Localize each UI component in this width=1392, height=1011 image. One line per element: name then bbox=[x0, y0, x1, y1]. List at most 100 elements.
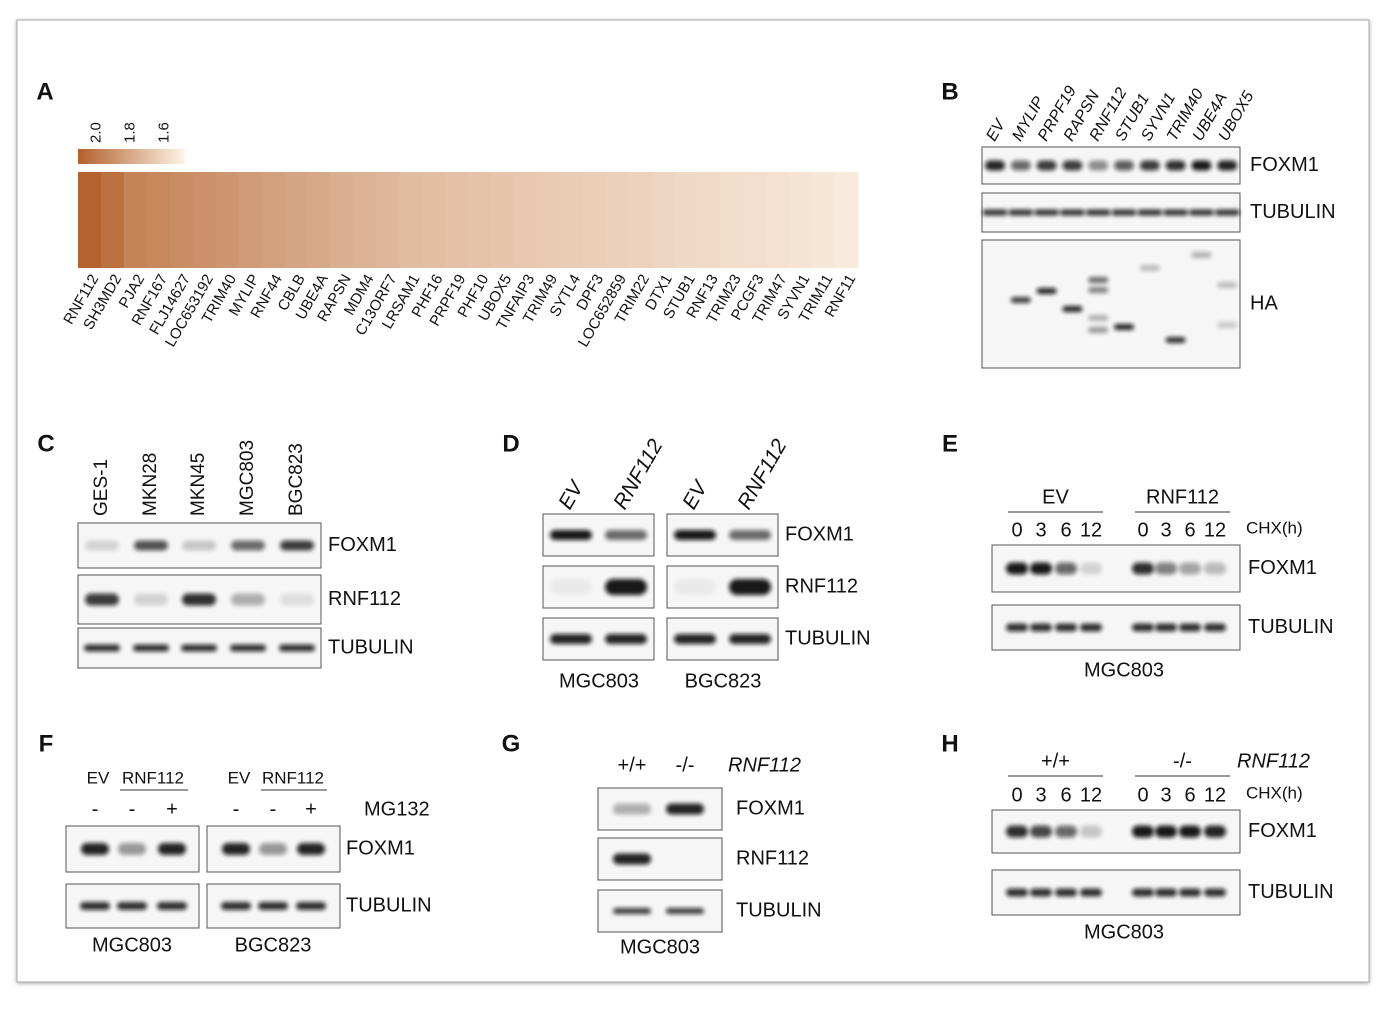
heatmap-cell bbox=[766, 172, 790, 268]
band bbox=[1006, 562, 1028, 575]
heatmap-cell bbox=[261, 172, 285, 268]
timepoint: 3 bbox=[1160, 784, 1171, 806]
cell-line: MGC803 bbox=[1084, 921, 1164, 943]
heatmap-cell bbox=[651, 172, 675, 268]
band bbox=[85, 593, 119, 606]
heatmap-cell bbox=[582, 172, 607, 268]
panel-label: F bbox=[39, 730, 54, 757]
band bbox=[231, 593, 265, 606]
heatmap-cell bbox=[789, 172, 813, 268]
cell-line: BGC823 bbox=[685, 670, 762, 692]
band bbox=[1139, 265, 1160, 271]
timepoint: 3 bbox=[1035, 519, 1046, 541]
band bbox=[1088, 277, 1109, 283]
group-label: RNF112 bbox=[1146, 486, 1219, 508]
band bbox=[1179, 888, 1201, 897]
band bbox=[1217, 160, 1238, 171]
band bbox=[1191, 252, 1212, 258]
heatmap-cell bbox=[78, 172, 102, 268]
band bbox=[1179, 623, 1201, 632]
heatmap-cell bbox=[445, 172, 469, 268]
band bbox=[1217, 322, 1238, 328]
band bbox=[1155, 888, 1177, 897]
band bbox=[729, 579, 771, 595]
band bbox=[85, 540, 119, 551]
band bbox=[613, 853, 651, 865]
row-label: TUBULIN bbox=[736, 899, 822, 921]
heatmap-cell bbox=[192, 172, 217, 268]
row-label: FOXM1 bbox=[1248, 557, 1317, 579]
timepoint: 3 bbox=[1160, 519, 1171, 541]
colorbar-tick-label: 1.6 bbox=[156, 122, 173, 143]
row-label: RNF112 bbox=[736, 847, 809, 869]
heatmap-cell bbox=[399, 172, 423, 268]
heatmap-cell bbox=[146, 172, 171, 268]
band bbox=[118, 843, 146, 855]
lane-label: GES-1 bbox=[91, 459, 112, 516]
band bbox=[134, 540, 168, 551]
row-label: TUBULIN bbox=[346, 894, 432, 916]
blot-frame bbox=[991, 604, 1241, 651]
band bbox=[1006, 888, 1028, 897]
band bbox=[297, 843, 325, 855]
timepoint: 0 bbox=[1011, 519, 1022, 541]
band bbox=[1030, 562, 1052, 575]
heatmap-cell bbox=[559, 172, 584, 268]
timepoint: 0 bbox=[1137, 519, 1148, 541]
row-label: RNF112 bbox=[785, 575, 858, 597]
genotype: +/+ bbox=[618, 754, 647, 776]
heatmap-cell bbox=[490, 172, 515, 268]
band bbox=[1030, 623, 1052, 632]
timepoint: 0 bbox=[1011, 784, 1022, 806]
band bbox=[1179, 562, 1201, 575]
heatmap-cell bbox=[536, 172, 561, 268]
row-label: TUBULIN bbox=[785, 627, 871, 649]
band bbox=[1204, 562, 1226, 575]
band bbox=[1132, 623, 1154, 632]
treatment: MG132 bbox=[364, 798, 430, 820]
panel-label: A bbox=[36, 78, 53, 105]
band bbox=[230, 644, 266, 652]
group-label: -/- bbox=[1173, 750, 1192, 772]
band bbox=[1080, 825, 1102, 838]
band bbox=[133, 644, 169, 652]
band bbox=[1006, 623, 1028, 632]
treatment-sign: - bbox=[129, 798, 136, 820]
band bbox=[605, 579, 647, 595]
colorbar bbox=[78, 149, 185, 164]
group-label: EV bbox=[1042, 486, 1069, 508]
treatment: CHX(h) bbox=[1246, 783, 1303, 802]
band bbox=[1214, 209, 1240, 216]
band bbox=[1055, 888, 1077, 897]
band bbox=[985, 160, 1005, 171]
row-label: HA bbox=[1250, 292, 1278, 314]
band bbox=[613, 803, 651, 815]
band bbox=[1165, 160, 1186, 171]
band bbox=[1008, 209, 1034, 216]
band bbox=[117, 902, 147, 910]
panel-label: H bbox=[941, 730, 958, 757]
heatmap-cell bbox=[422, 172, 446, 268]
timepoint: 12 bbox=[1204, 519, 1226, 541]
band bbox=[1155, 825, 1177, 838]
band bbox=[550, 530, 592, 540]
row-label: FOXM1 bbox=[785, 523, 854, 545]
heatmap-cell bbox=[743, 172, 767, 268]
heatmap-cell bbox=[674, 172, 698, 268]
band bbox=[1034, 209, 1060, 216]
band bbox=[280, 540, 314, 551]
band bbox=[674, 579, 716, 595]
heatmap-cell bbox=[123, 172, 148, 268]
band bbox=[231, 540, 265, 551]
heatmap-cell bbox=[284, 172, 308, 268]
cell-line: BGC823 bbox=[235, 934, 312, 956]
band bbox=[1114, 324, 1134, 330]
treatment-sign: - bbox=[270, 798, 277, 820]
band bbox=[296, 902, 326, 910]
heatmap-cell bbox=[238, 172, 263, 268]
band bbox=[1030, 825, 1052, 838]
panel-label: E bbox=[942, 430, 958, 457]
band bbox=[1030, 888, 1052, 897]
band bbox=[1204, 825, 1226, 838]
